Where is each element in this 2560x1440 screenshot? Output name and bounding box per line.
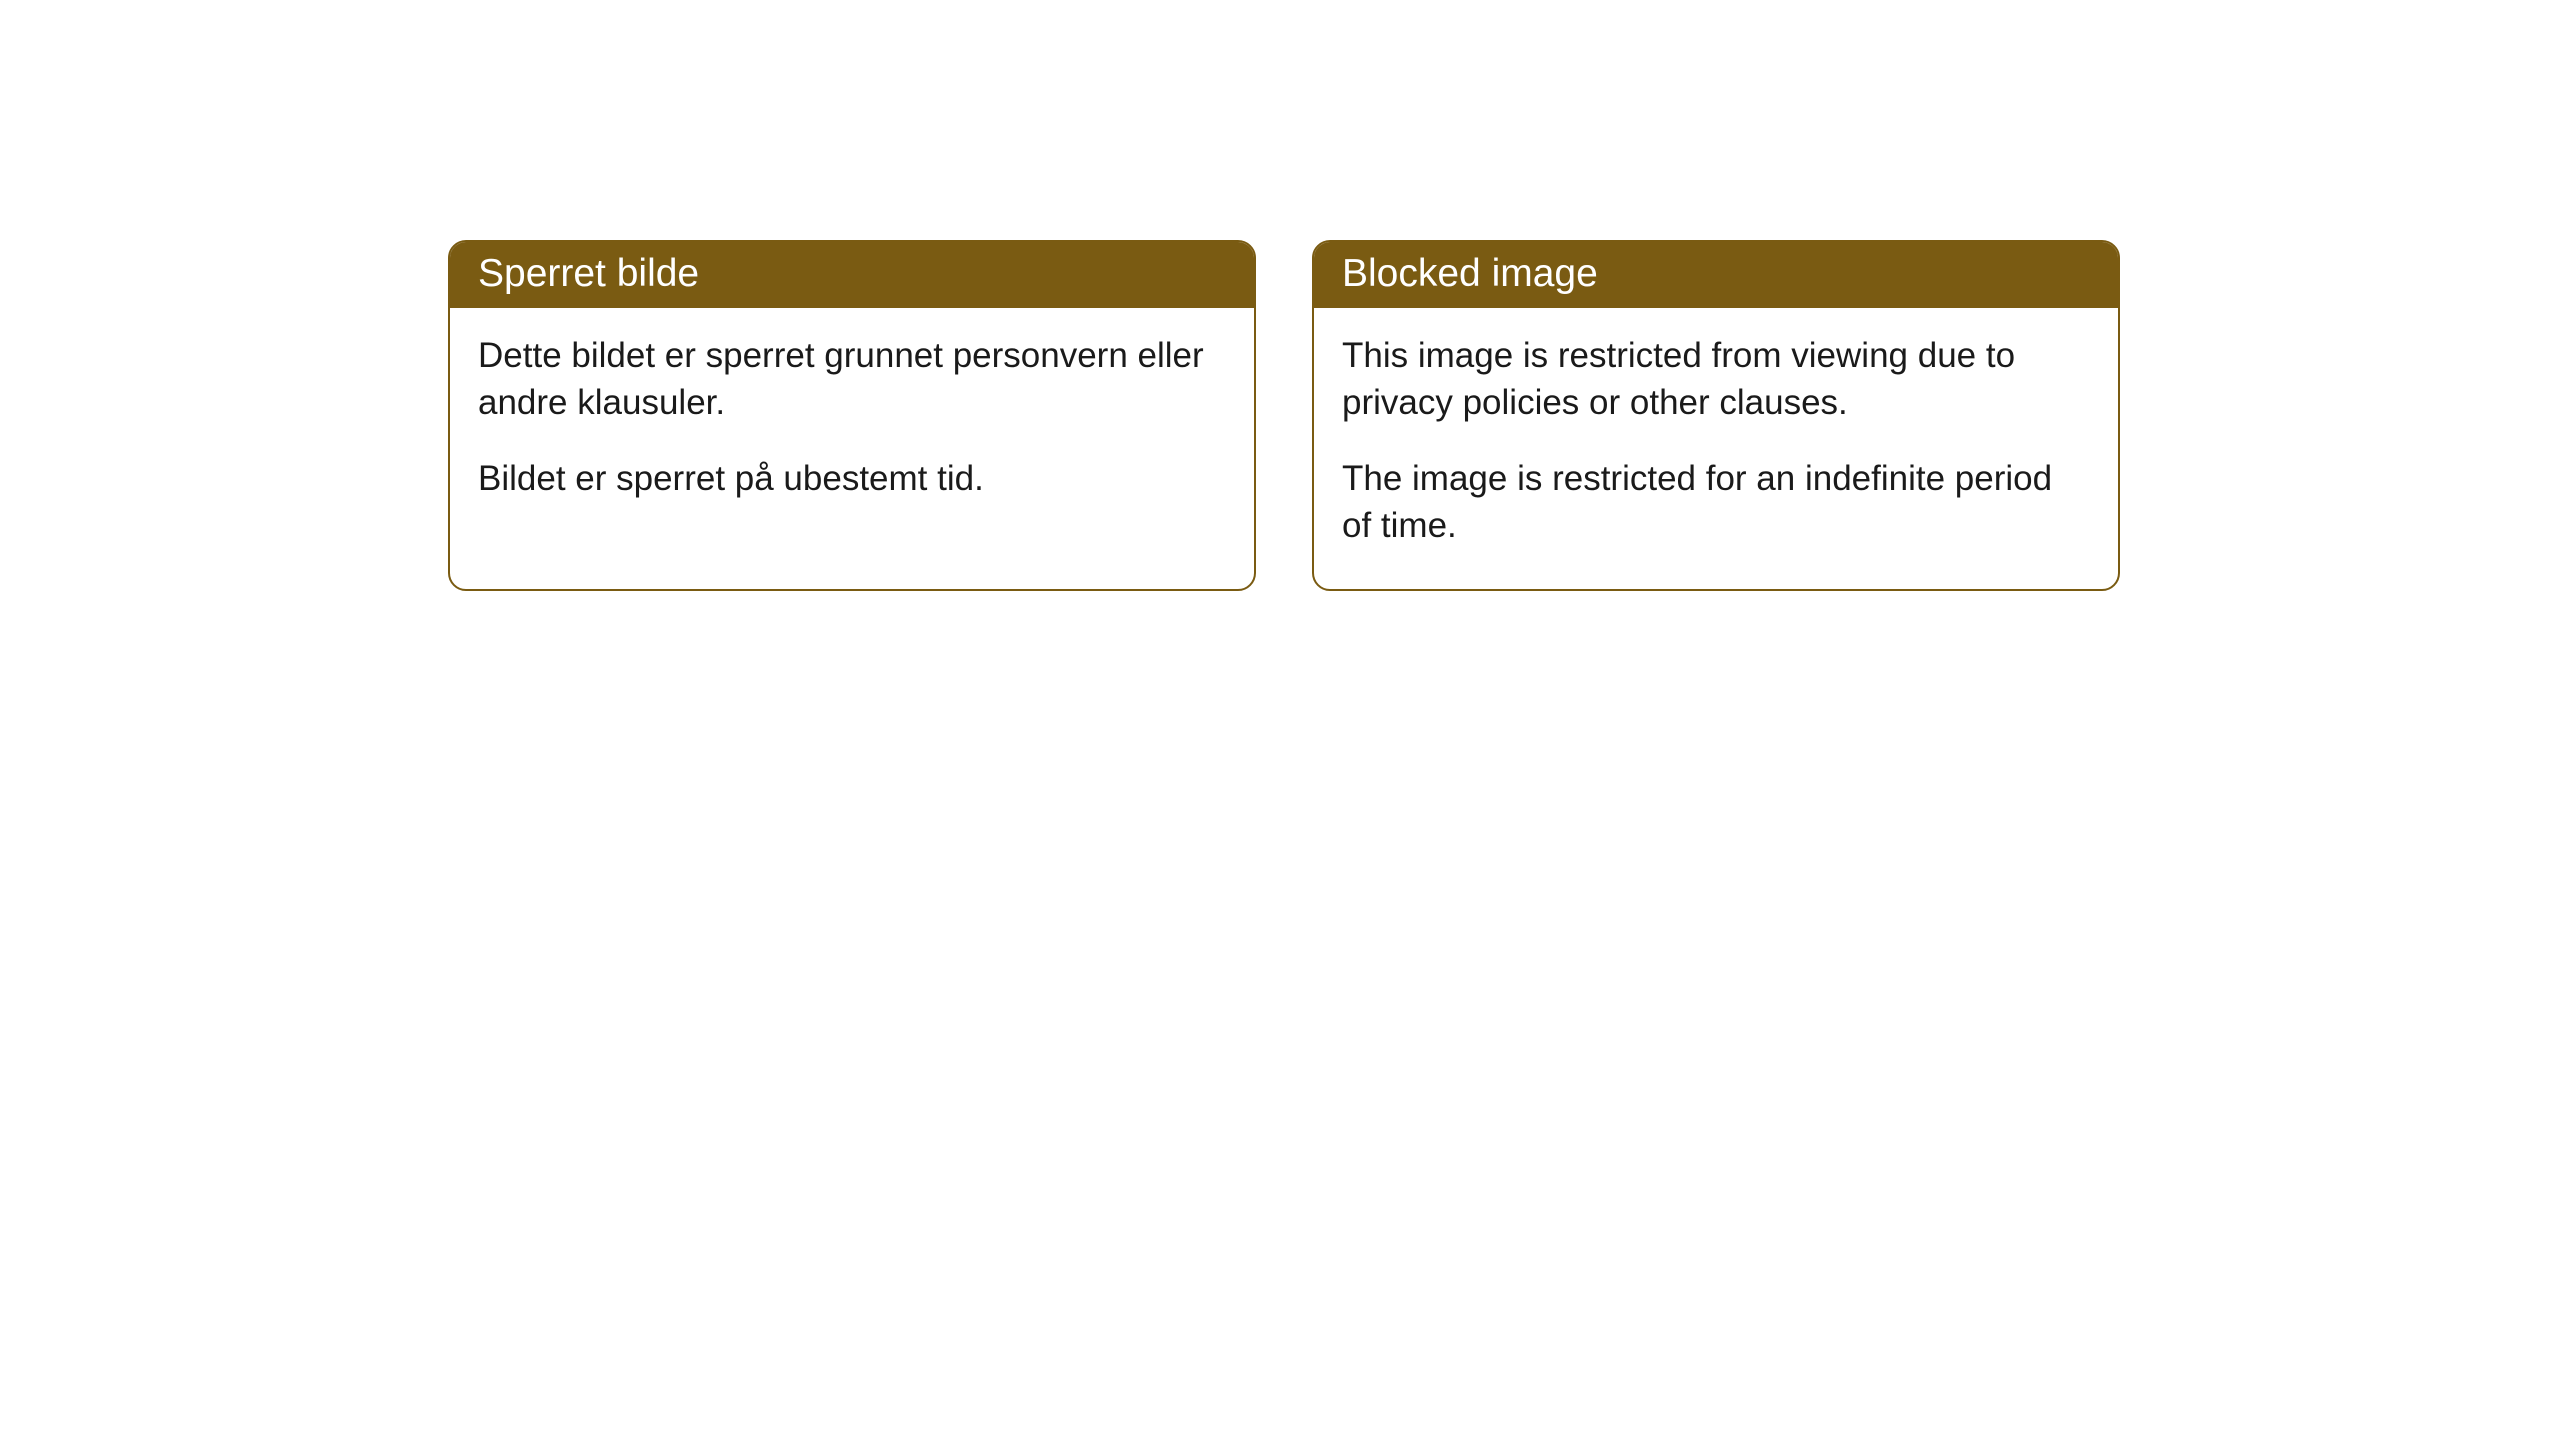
card-paragraph: This image is restricted from viewing du…: [1342, 332, 2090, 427]
card-paragraph: The image is restricted for an indefinit…: [1342, 455, 2090, 550]
card-body: This image is restricted from viewing du…: [1314, 308, 2118, 589]
notice-card-norwegian: Sperret bilde Dette bildet er sperret gr…: [448, 240, 1256, 591]
notice-cards-container: Sperret bilde Dette bildet er sperret gr…: [448, 240, 2120, 591]
card-header: Blocked image: [1314, 242, 2118, 308]
card-header: Sperret bilde: [450, 242, 1254, 308]
card-body: Dette bildet er sperret grunnet personve…: [450, 308, 1254, 542]
card-paragraph: Bildet er sperret på ubestemt tid.: [478, 455, 1226, 502]
notice-card-english: Blocked image This image is restricted f…: [1312, 240, 2120, 591]
card-title: Blocked image: [1342, 252, 1598, 295]
card-title: Sperret bilde: [478, 252, 699, 295]
card-paragraph: Dette bildet er sperret grunnet personve…: [478, 332, 1226, 427]
